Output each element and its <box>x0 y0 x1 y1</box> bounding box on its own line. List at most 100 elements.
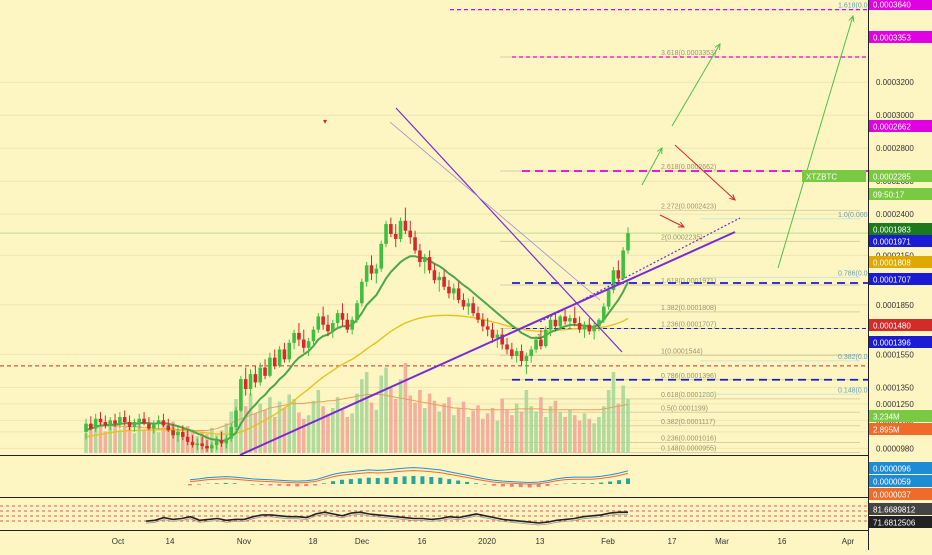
macd-histogram-bar <box>483 484 487 485</box>
macd-histogram-bar <box>331 481 335 484</box>
volume-bar <box>273 417 277 453</box>
volume-bar <box>113 423 117 453</box>
candle-body <box>394 234 398 239</box>
fib-label: 0.618(0.0001280) <box>661 392 716 399</box>
volume-bar <box>500 399 504 453</box>
volume-bar <box>457 408 461 453</box>
macd-histogram-bar <box>572 483 576 484</box>
price-label-text: 3.234M <box>873 413 900 422</box>
candle-body <box>462 300 466 307</box>
candle-body <box>104 422 108 425</box>
volume-bar <box>384 368 388 454</box>
volume-bar <box>428 394 432 453</box>
volume-bar <box>437 412 441 453</box>
macd-histogram-bar <box>268 484 272 485</box>
macd-label-text: 0.0000059 <box>873 478 911 487</box>
price-tick-label: 0.0001250 <box>876 400 914 409</box>
candle-body <box>166 425 170 430</box>
price-tick-label: 0.0000980 <box>876 444 914 453</box>
candle-body <box>408 231 412 238</box>
price-tick-label: 0.0003200 <box>876 78 914 87</box>
volume-bar <box>389 388 393 453</box>
price-label-text: 0.0001396 <box>873 339 911 348</box>
macd-histogram-bar <box>340 480 344 484</box>
macd-histogram-bar <box>501 484 505 486</box>
macd-histogram-bar <box>286 484 290 486</box>
volume-bar <box>404 363 408 453</box>
candle-body <box>336 313 340 323</box>
candle-body <box>375 269 379 274</box>
macd-histogram-bar <box>420 476 424 484</box>
price-tick-label: 0.0001550 <box>876 350 914 359</box>
candle-body <box>316 316 320 329</box>
candle-body <box>133 422 137 427</box>
time-tick-label: 18 <box>309 537 318 546</box>
candle-body <box>249 374 253 389</box>
volume-bar <box>607 390 611 453</box>
candle-body <box>404 221 408 231</box>
volume-bar <box>476 405 480 453</box>
candle-body <box>471 303 475 313</box>
volume-bar <box>481 419 485 453</box>
candle-body <box>384 224 388 244</box>
volume-bar <box>558 412 562 453</box>
macd-histogram-bar <box>617 480 621 484</box>
macd-histogram-bar <box>358 478 362 484</box>
candle-body <box>292 333 296 343</box>
volume-bar <box>336 397 340 453</box>
candle-body <box>200 443 204 445</box>
candle-body <box>210 445 214 448</box>
volume-bar <box>128 428 132 453</box>
macd-histogram-bar <box>367 478 371 484</box>
candle-body <box>563 316 567 321</box>
macd-histogram-bar <box>322 483 326 484</box>
candle-body <box>186 437 190 442</box>
volume-bar <box>525 390 529 453</box>
macd-histogram-bar <box>429 477 433 484</box>
candle-body <box>123 417 127 422</box>
macd-histogram-bar <box>581 483 585 484</box>
candle-body <box>239 379 243 410</box>
volume-bar <box>544 417 548 453</box>
fib-label: 1.618(0.0001971) <box>661 278 716 285</box>
volume-bar <box>587 419 591 453</box>
candle-body <box>89 424 93 429</box>
macd-histogram-bar <box>188 484 192 485</box>
candle-body <box>84 424 88 432</box>
price-label-text: 0.0001808 <box>873 259 911 268</box>
candle-body <box>379 244 383 269</box>
volume-bar <box>346 417 350 453</box>
candle-body <box>437 277 441 280</box>
candle-body <box>510 349 514 356</box>
candle-body <box>142 419 146 424</box>
time-tick-label: 2020 <box>478 537 496 546</box>
volume-bar <box>471 411 475 453</box>
macd-histogram-bar <box>260 484 264 485</box>
candle-body <box>423 257 427 262</box>
time-tick-label: Mar <box>715 537 729 546</box>
volume-bar <box>578 421 582 453</box>
candle-body <box>583 325 587 330</box>
volume-bar <box>379 376 383 453</box>
macd-histogram-bar <box>447 479 451 484</box>
volume-bar <box>108 427 112 453</box>
volume-bar <box>263 410 267 453</box>
candle-body <box>171 430 175 435</box>
volume-bar <box>360 379 364 453</box>
volume-bar <box>554 401 558 453</box>
volume-bar <box>316 390 320 453</box>
time-tick-label: Feb <box>601 537 615 546</box>
time-tick-label: Oct <box>112 537 125 546</box>
time-tick-label: 14 <box>166 537 175 546</box>
price-label-text: 0.0001983 <box>873 226 911 235</box>
price-label-text: 0.0003640 <box>873 1 911 10</box>
macd-histogram-bar <box>510 484 514 487</box>
candle-body <box>529 349 533 356</box>
volume-bar <box>496 421 500 453</box>
volume-bar <box>312 401 316 453</box>
candle-body <box>331 323 335 331</box>
macd-label-text: 0.0000037 <box>873 491 911 500</box>
candle-body <box>273 358 277 366</box>
volume-bar <box>278 402 282 453</box>
